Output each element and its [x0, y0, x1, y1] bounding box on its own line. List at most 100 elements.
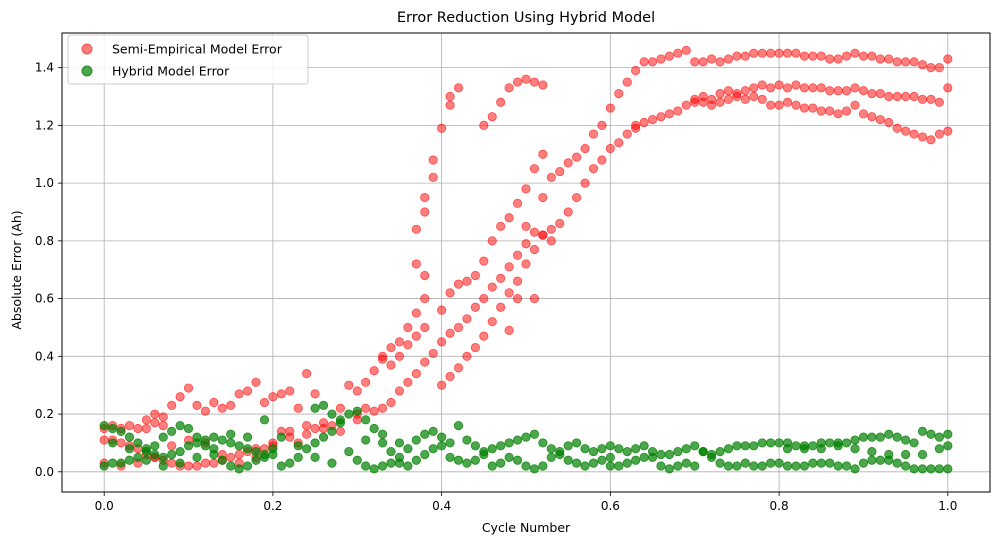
hybrid-error-point — [259, 452, 270, 462]
semi-empirical-error-point — [833, 54, 843, 64]
semi-empirical-error-point — [597, 120, 607, 130]
semi-empirical-error-point — [546, 172, 556, 182]
hybrid-error-point — [715, 458, 725, 468]
hybrid-error-point — [377, 461, 388, 471]
semi-empirical-error-point — [723, 86, 734, 96]
hybrid-error-point — [217, 455, 227, 465]
semi-empirical-error-point — [192, 461, 202, 471]
hybrid-error-point — [723, 461, 734, 471]
hybrid-error-point — [934, 432, 944, 442]
semi-empirical-error-point — [841, 106, 852, 116]
hybrid-error-point — [774, 438, 784, 448]
semi-empirical-error-point — [512, 276, 523, 286]
semi-empirical-error-point — [453, 279, 464, 289]
semi-empirical-error-point — [521, 184, 531, 194]
chart-title: Error Reduction Using Hybrid Model — [397, 10, 655, 26]
hybrid-error-point — [825, 458, 835, 468]
semi-empirical-error-point — [470, 302, 480, 312]
semi-empirical-error-point — [825, 106, 835, 116]
hybrid-error-point — [496, 441, 506, 451]
hybrid-error-point — [352, 406, 362, 416]
hybrid-error-point — [293, 441, 303, 451]
semi-empirical-error-point — [521, 74, 531, 84]
semi-empirical-error-point — [588, 129, 599, 139]
semi-empirical-error-point — [462, 314, 472, 324]
x-tick-label: 1.0 — [938, 499, 957, 513]
hybrid-error-point — [622, 458, 632, 468]
hybrid-error-point — [867, 455, 877, 465]
semi-empirical-error-point — [420, 270, 430, 281]
semi-empirical-error-point — [774, 100, 784, 110]
semi-empirical-error-point — [901, 91, 911, 102]
semi-empirical-error-point — [631, 123, 641, 133]
semi-empirical-error-point — [833, 86, 843, 96]
hybrid-error-point — [504, 438, 514, 448]
hybrid-error-point — [302, 444, 312, 454]
semi-empirical-error-point — [791, 80, 801, 90]
hybrid-error-point — [453, 455, 464, 465]
hybrid-error-point — [521, 432, 531, 442]
semi-empirical-error-point — [310, 423, 320, 434]
semi-empirical-error-point — [934, 129, 944, 139]
hybrid-error-point — [631, 455, 641, 465]
hybrid-error-point — [276, 432, 286, 442]
semi-empirical-error-point — [445, 371, 455, 382]
semi-empirical-error-point — [875, 54, 885, 64]
semi-empirical-error-point — [538, 80, 548, 90]
semi-empirical-error-point — [150, 409, 160, 419]
hybrid-error-point — [108, 458, 118, 468]
hybrid-error-point — [622, 446, 632, 457]
semi-empirical-error-point — [234, 389, 244, 399]
semi-empirical-error-point — [462, 276, 472, 286]
semi-empirical-error-point — [808, 83, 818, 93]
y-tick-label: 0.2 — [35, 407, 54, 421]
hybrid-error-point — [133, 438, 143, 448]
hybrid-error-point — [597, 455, 607, 465]
hybrid-error-point — [639, 452, 649, 462]
legend-label-hybrid: Hybrid Model Error — [112, 64, 230, 79]
x-tick-label: 0.4 — [432, 499, 451, 513]
semi-empirical-error-point — [884, 117, 894, 128]
hybrid-error-point — [757, 438, 767, 448]
hybrid-error-point — [867, 432, 877, 442]
semi-empirical-error-point — [614, 138, 624, 148]
hybrid-error-point — [175, 458, 185, 468]
semi-empirical-error-point — [420, 357, 430, 367]
semi-empirical-error-point — [411, 224, 421, 234]
hybrid-error-point — [108, 423, 118, 434]
semi-empirical-error-point — [782, 48, 793, 58]
hybrid-error-point — [605, 452, 615, 462]
hybrid-error-point — [656, 449, 666, 460]
semi-empirical-error-point — [926, 135, 936, 145]
hybrid-error-point — [833, 461, 843, 471]
semi-empirical-error-point — [850, 48, 860, 58]
semi-empirical-error-point — [749, 48, 759, 58]
hybrid-error-point — [841, 438, 852, 448]
hybrid-error-point — [884, 429, 894, 439]
semi-empirical-error-point — [99, 435, 109, 445]
hybrid-error-point — [209, 432, 219, 442]
semi-empirical-error-point — [546, 224, 556, 234]
hybrid-error-point — [664, 449, 675, 460]
semi-empirical-error-point — [386, 343, 396, 353]
hybrid-error-point — [782, 461, 793, 471]
hybrid-error-point — [192, 432, 202, 442]
hybrid-error-point — [175, 446, 185, 457]
legend-box — [67, 34, 309, 85]
semi-empirical-error-point — [555, 166, 565, 177]
hybrid-error-point — [352, 455, 362, 465]
semi-empirical-error-point — [698, 57, 708, 67]
hybrid-error-point — [546, 444, 556, 454]
semi-empirical-error-point — [411, 369, 421, 379]
semi-empirical-error-point — [479, 331, 489, 341]
semi-empirical-error-point — [917, 60, 928, 70]
semi-empirical-error-point — [740, 51, 750, 61]
hybrid-error-point — [428, 426, 438, 436]
semi-empirical-error-point — [774, 48, 784, 58]
semi-empirical-error-point — [428, 172, 438, 182]
hybrid-error-point — [268, 444, 278, 454]
hybrid-error-point — [546, 452, 556, 462]
semi-empirical-error-point — [917, 132, 928, 142]
semi-empirical-error-point — [496, 97, 506, 107]
hybrid-error-point — [217, 435, 227, 445]
